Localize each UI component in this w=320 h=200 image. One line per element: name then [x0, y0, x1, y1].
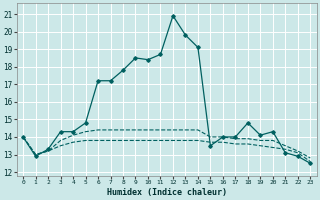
X-axis label: Humidex (Indice chaleur): Humidex (Indice chaleur)	[107, 188, 227, 197]
